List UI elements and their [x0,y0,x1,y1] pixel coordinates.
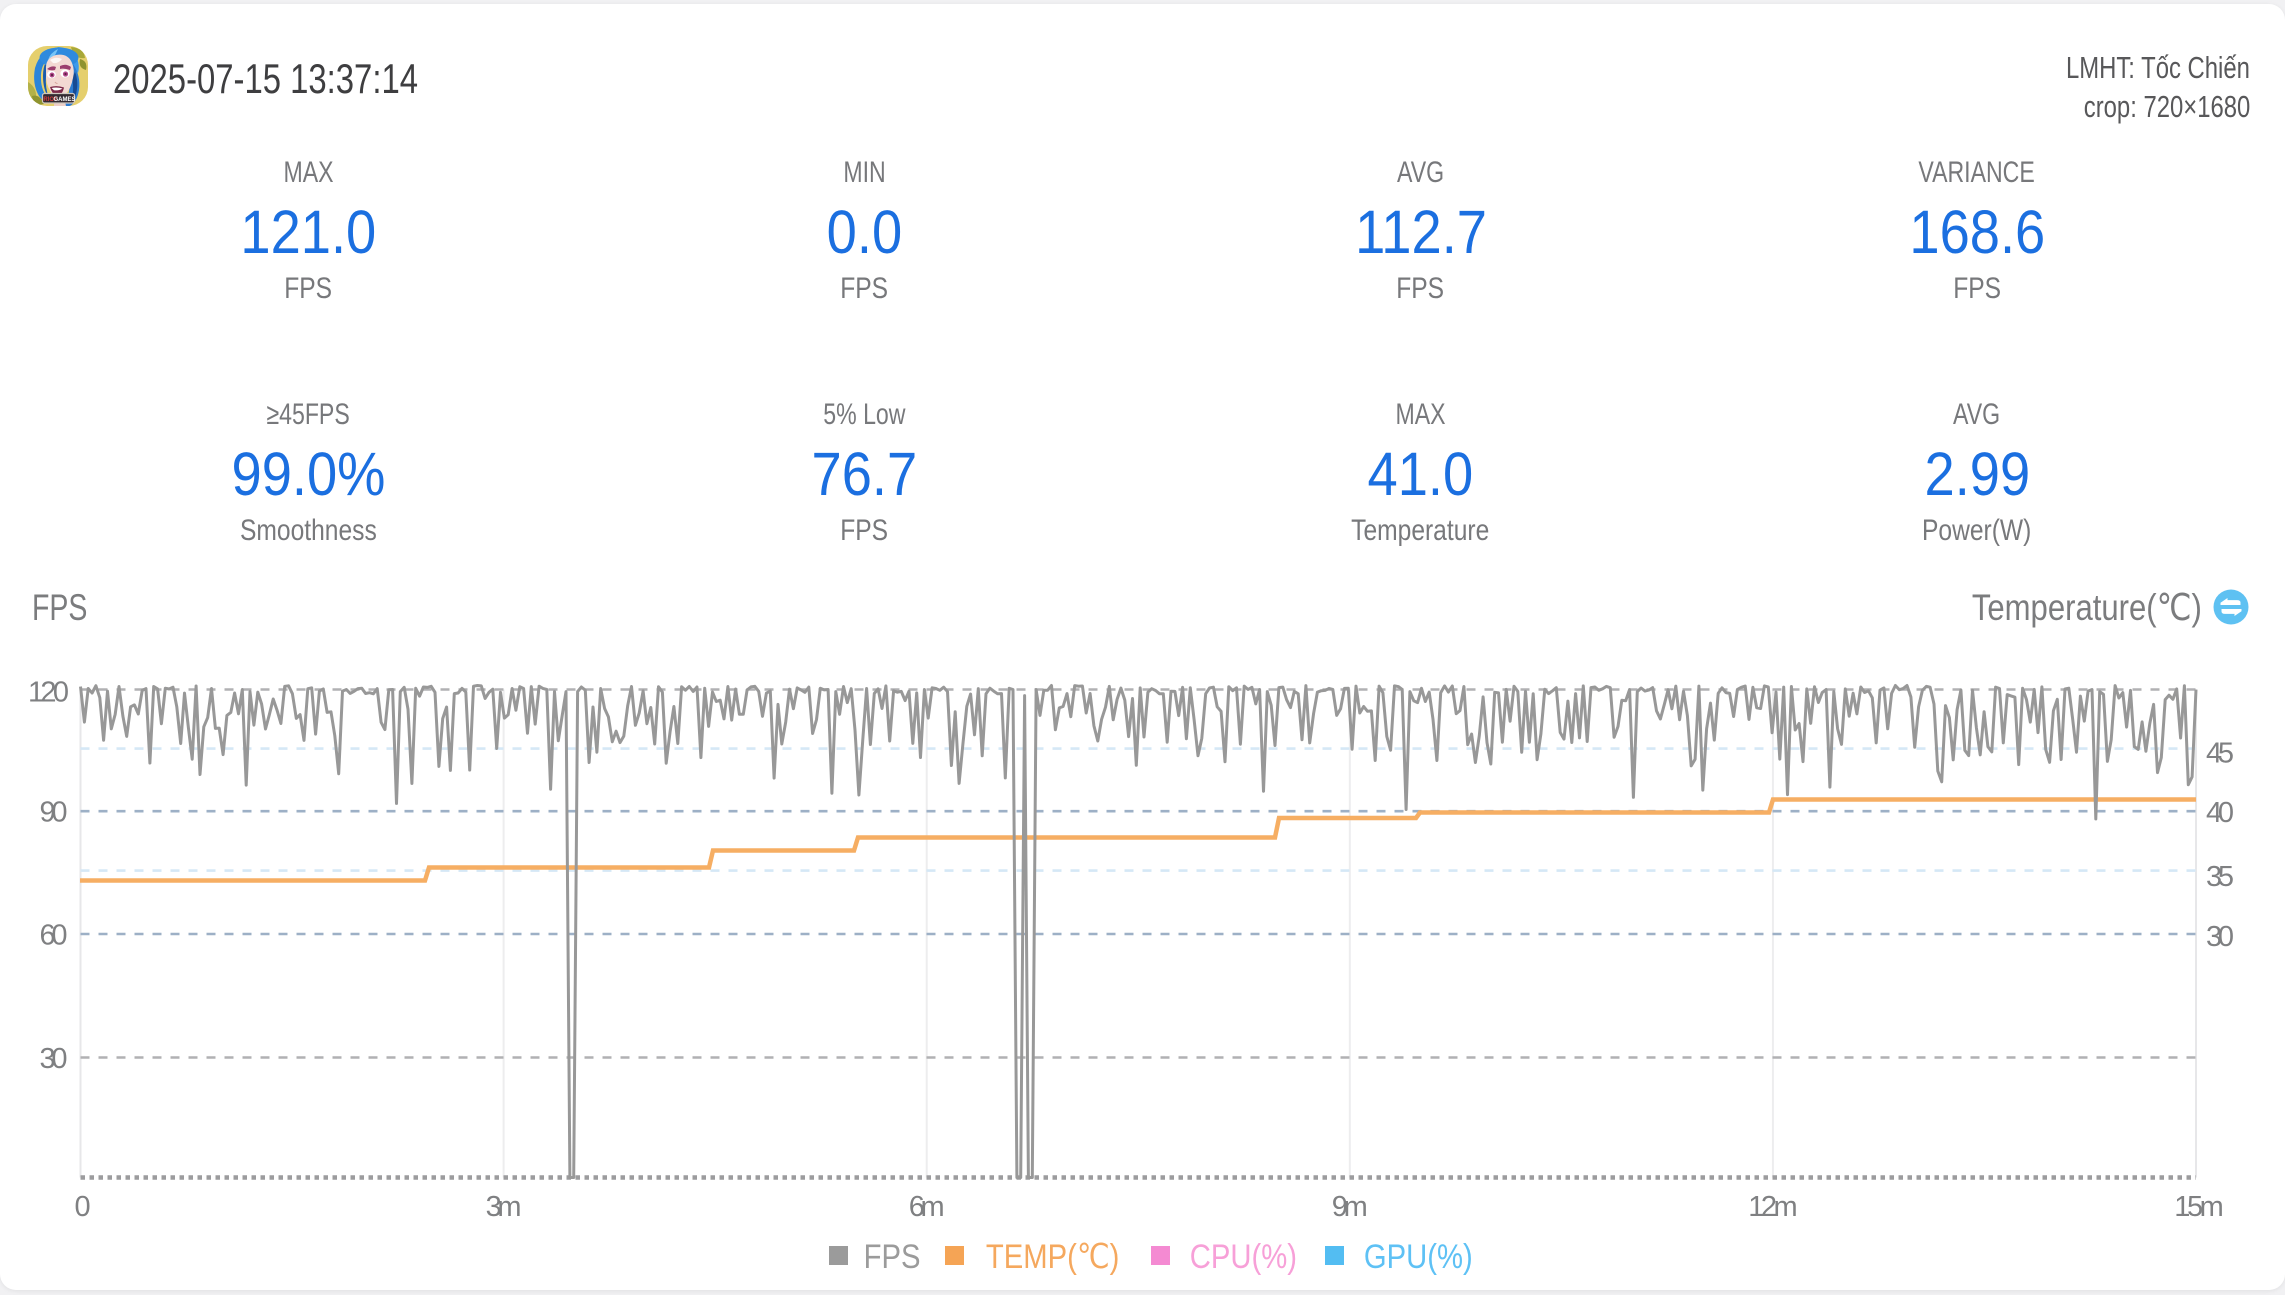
svg-text:45: 45 [2206,737,2234,769]
svg-text:12m: 12m [1748,1191,1798,1223]
svg-text:35: 35 [2206,861,2234,893]
svg-text:9m: 9m [1332,1191,1368,1223]
svg-text:3m: 3m [486,1191,522,1223]
svg-text:15m: 15m [2174,1191,2224,1223]
svg-text:40: 40 [2206,797,2234,829]
svg-text:90: 90 [40,796,68,828]
svg-text:30: 30 [40,1043,68,1075]
svg-text:6m: 6m [909,1191,945,1223]
svg-text:120: 120 [28,677,69,709]
svg-text:RIOT: RIOT [43,97,58,103]
svg-text:0: 0 [75,1191,91,1223]
svg-text:60: 60 [40,919,68,951]
svg-text:GAMES: GAMES [53,97,75,103]
svg-text:30: 30 [2206,921,2234,953]
